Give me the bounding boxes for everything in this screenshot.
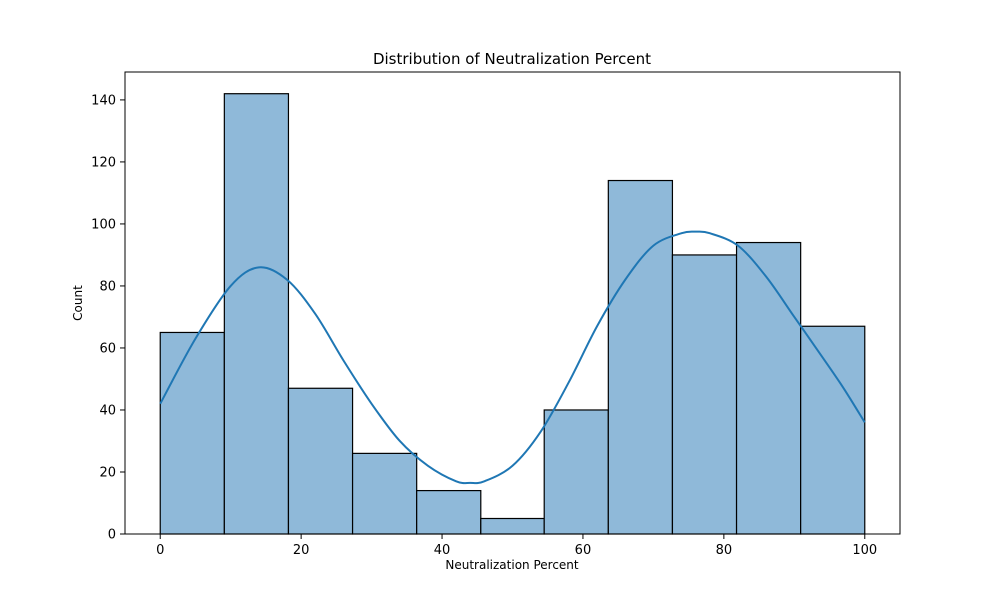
- bars-group: [159, 93, 866, 535]
- histogram-bar-3: [287, 387, 354, 535]
- histogram-bar-7: [543, 409, 609, 535]
- histogram-bar-1: [159, 331, 225, 535]
- y-tick-label: 140: [91, 93, 116, 108]
- y-tick-label: 100: [91, 217, 116, 232]
- x-tick-label: 100: [852, 543, 877, 558]
- x-axis: 0 20 40 60 80 100: [156, 534, 877, 558]
- histogram-bar-2: [223, 93, 290, 535]
- histogram-bar-11: [800, 325, 866, 535]
- y-tick-label: 60: [99, 341, 116, 356]
- x-tick-label: 20: [293, 543, 310, 558]
- x-tick-label: 80: [716, 543, 733, 558]
- kde-line: [159, 230, 866, 485]
- histogram-bar-8: [607, 179, 674, 535]
- y-tick-label: 80: [99, 279, 116, 294]
- x-tick-label: 0: [156, 543, 164, 558]
- x-tick-label: 40: [434, 543, 451, 558]
- histogram-bar-4: [351, 452, 418, 535]
- histogram-bar-9: [671, 254, 738, 535]
- y-tick-label: 20: [99, 465, 116, 480]
- y-axis: 0 20 40 60 80 100 120 140: [91, 93, 125, 543]
- x-tick-label: 60: [575, 543, 592, 558]
- chart-title: Distribution of Neutralization Percent: [373, 50, 651, 68]
- y-tick-label: 0: [108, 528, 116, 543]
- y-tick-label: 40: [99, 403, 116, 418]
- x-axis-label: Neutralization Percent: [445, 558, 579, 572]
- histogram-bar-5: [416, 489, 482, 535]
- y-tick-label: 120: [91, 155, 116, 170]
- y-axis-label: Count: [71, 285, 85, 321]
- histogram-bar-6: [480, 517, 545, 535]
- plot-frame: [124, 71, 901, 535]
- histogram-bar-10: [735, 241, 802, 535]
